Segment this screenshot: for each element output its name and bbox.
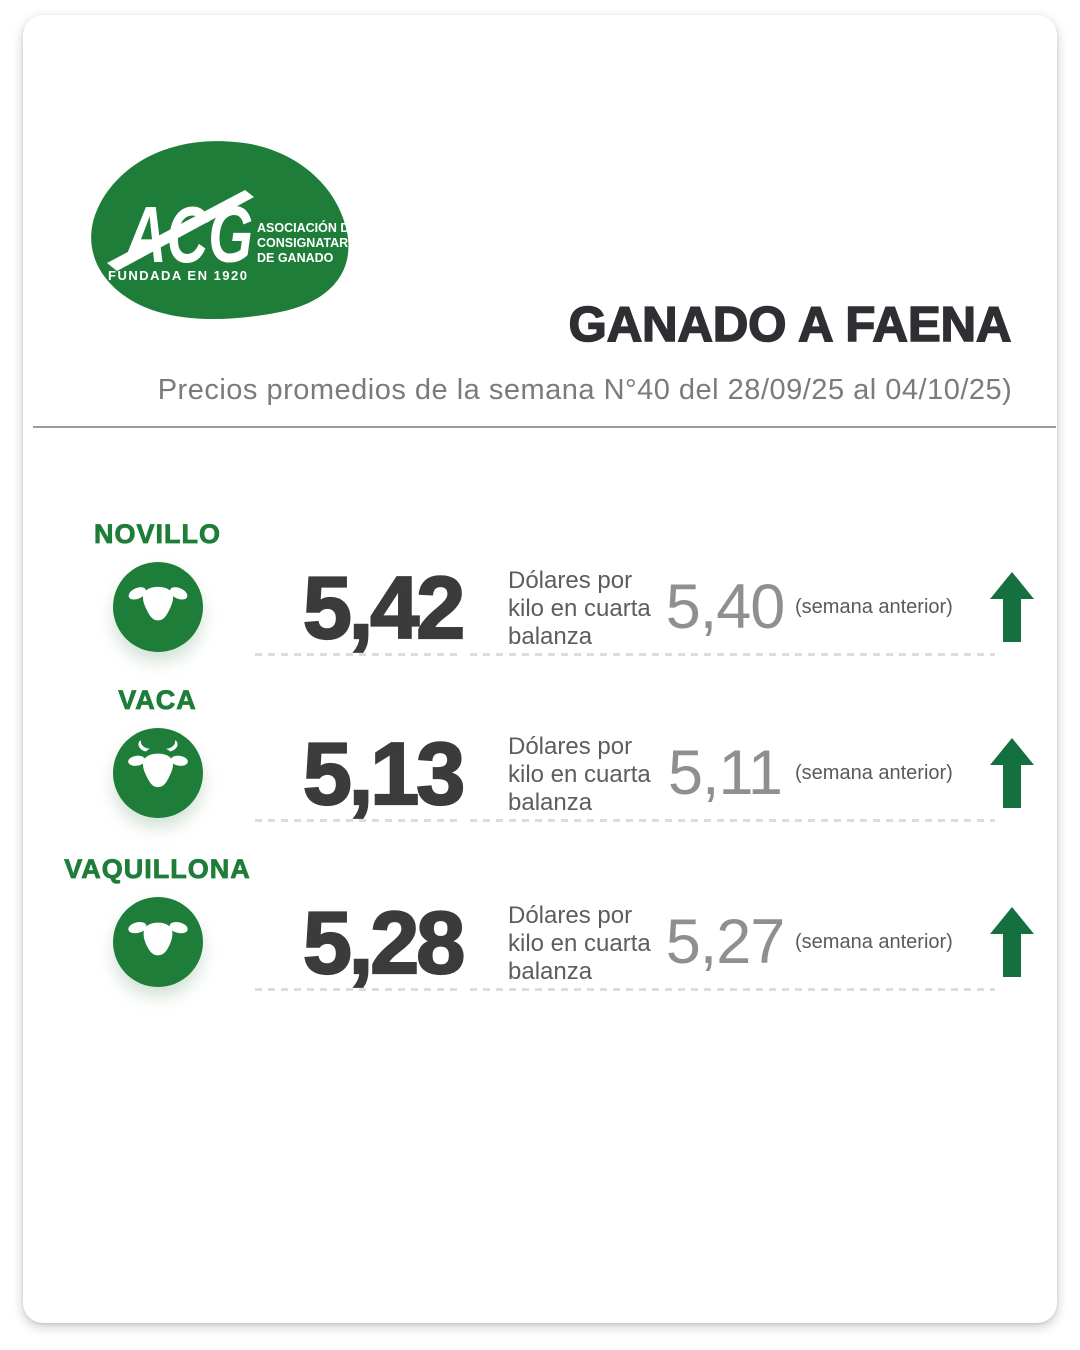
unit-line: balanza — [508, 958, 593, 985]
page-title: GANADO A FAENA — [568, 298, 1012, 352]
previous-price: 5,27 — [665, 907, 786, 977]
price-row-novillo: NOVILLO 5,42 Dólares por kilo en cuarta … — [0, 516, 1080, 681]
unit-text: Dólares por kilo en cuarta balanza — [508, 733, 688, 817]
category-label: VAQUILLONA — [64, 854, 251, 885]
unit-line: Dólares por — [508, 733, 633, 760]
cow-head-icon — [113, 728, 203, 818]
previous-week-note: (semana anterior) — [795, 596, 953, 618]
unit-line: Dólares por — [508, 902, 633, 929]
current-price: 5,42 — [302, 558, 466, 657]
acg-logo-blob-icon: ACG ASOCIACIÓN DE CONSIGNATARIOS DE GANA… — [91, 141, 350, 320]
acg-logo: ACG ASOCIACIÓN DE CONSIGNATARIOS DE GANA… — [85, 140, 350, 325]
row-separator — [255, 653, 460, 656]
unit-line: kilo en cuarta — [508, 761, 651, 788]
row-separator — [470, 988, 995, 991]
logo-founded-text: FUNDADA EN 1920 — [108, 268, 249, 283]
current-price: 5,28 — [302, 893, 466, 992]
category-label: NOVILLO — [94, 519, 221, 550]
unit-line: kilo en cuarta — [508, 595, 651, 622]
current-price: 5,13 — [302, 724, 466, 823]
previous-week-note: (semana anterior) — [795, 762, 953, 784]
header-divider — [33, 426, 1056, 428]
previous-price: 5,40 — [665, 572, 786, 642]
unit-line: balanza — [508, 623, 593, 650]
row-separator — [470, 653, 995, 656]
page-subtitle: Precios promedios de la semana N°40 del … — [157, 374, 1013, 406]
unit-line: balanza — [508, 789, 593, 816]
logo-org-line: CONSIGNATARIOS — [257, 236, 350, 250]
row-separator — [470, 819, 995, 822]
previous-price: 5,11 — [668, 738, 783, 808]
logo-acronym: ACG — [124, 190, 253, 279]
unit-line: Dólares por — [508, 567, 633, 594]
price-row-vaca: VACA 5,13 Dólares por kilo en cuarta bal… — [0, 682, 1080, 847]
previous-week-note: (semana anterior) — [795, 931, 953, 953]
calf-head-icon — [113, 897, 203, 987]
category-label: VACA — [118, 685, 197, 716]
logo-org-line: ASOCIACIÓN DE — [257, 220, 350, 235]
trend-up-arrow-icon — [990, 572, 1034, 642]
unit-text: Dólares por kilo en cuarta balanza — [508, 902, 688, 986]
unit-line: kilo en cuarta — [508, 930, 651, 957]
row-separator — [255, 819, 460, 822]
price-row-vaquillona: VAQUILLONA 5,28 Dólares por kilo en cuar… — [0, 851, 1080, 1016]
unit-text: Dólares por kilo en cuarta balanza — [508, 567, 688, 651]
logo-org-line: DE GANADO — [257, 251, 334, 265]
row-separator — [255, 988, 460, 991]
trend-up-arrow-icon — [990, 738, 1034, 808]
trend-up-arrow-icon — [990, 907, 1034, 977]
steer-head-icon — [113, 562, 203, 652]
